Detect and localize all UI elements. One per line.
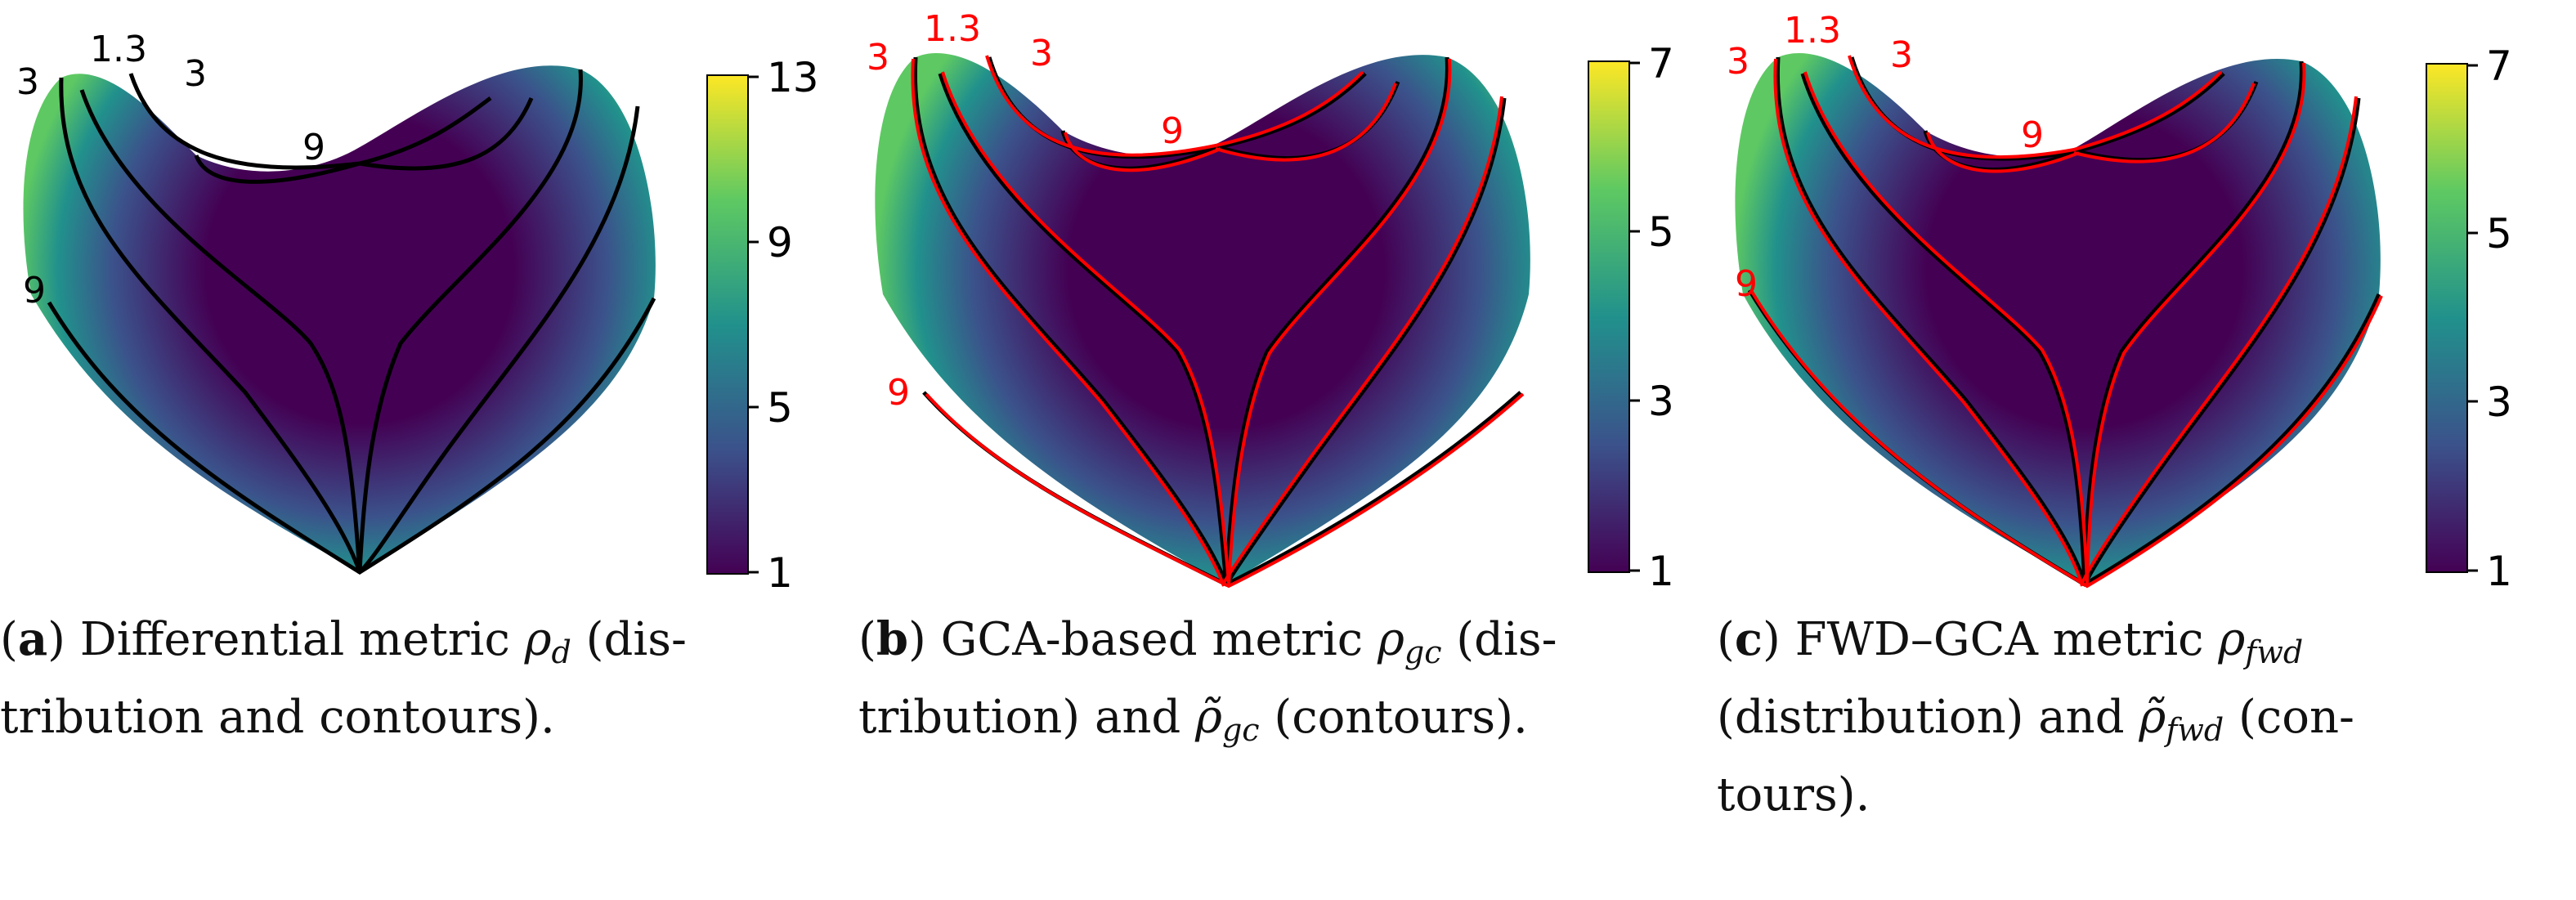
colorbar-tick: 7 — [1648, 40, 1674, 87]
caption-line: (distribution) and ρ̃fwd (con- — [1717, 685, 2559, 763]
colorbar-tick: 5 — [767, 384, 793, 432]
heatmap-plot-c: 3 1.3 3 9 9 1 3 5 7 — [1727, 10, 2512, 595]
colorbar-tick: 7 — [2486, 43, 2512, 90]
caption-text: (contours). — [1259, 691, 1528, 744]
caption-text: (distribution) and — [1717, 691, 2139, 744]
panel-letter: a — [17, 612, 48, 666]
panel-letter: b — [876, 612, 909, 666]
symbol: ρ — [1377, 613, 1404, 666]
caption-text: tribution) and — [858, 691, 1196, 744]
colorbar-tick: 5 — [2486, 210, 2512, 257]
figure-panel-b: 3 1.3 3 9 9 1 3 5 7 (b) GCA-based metric… — [858, 0, 1717, 900]
colorbar-b: 1 3 5 7 — [1588, 40, 1674, 595]
colorbar-c: 1 3 5 7 — [2426, 43, 2512, 595]
caption-line: tours). — [1717, 768, 1870, 822]
contour-label: 1.3 — [90, 29, 147, 70]
symbol: ρ̃ — [1195, 691, 1222, 744]
colorbar-tick: 5 — [1648, 208, 1674, 256]
contour-lines-a — [47, 69, 656, 575]
heatmap-plot-b: 3 1.3 3 9 9 1 3 5 7 — [867, 8, 1674, 595]
subscript: gc — [1404, 634, 1442, 670]
caption-line: (b) GCA-based metric ρgc (dis- — [858, 612, 1557, 670]
contour-lines-c-overlay — [1750, 55, 2383, 589]
colorbar-tick: 1 — [1648, 548, 1674, 595]
caption-c: (c) FWD–GCA metric ρfwd (distribution) a… — [1717, 607, 2559, 828]
caption-text: ) FWD–GCA metric — [1762, 613, 2219, 666]
caption-text: ) GCA-based metric — [908, 613, 1378, 666]
contour-label: 1.3 — [1784, 10, 1841, 51]
contour-label: 9 — [2021, 114, 2044, 156]
contour-label: 3 — [1727, 41, 1749, 83]
caption-text: (dis- — [571, 613, 687, 666]
contour-label: 3 — [867, 37, 889, 78]
figure-panel-a: 3 1.3 3 9 9 1 5 9 13 (a) Differential me… — [0, 0, 858, 900]
colorbar-tick: 13 — [767, 54, 819, 101]
caption-line: (a) Differential metric ρd (dis- — [0, 612, 687, 670]
colorbar-tick: 3 — [1648, 378, 1674, 425]
colorbar-tick: 9 — [767, 219, 793, 266]
caption-line: (c) FWD–GCA metric ρfwd — [1717, 612, 2304, 670]
contour-label: 9 — [302, 127, 325, 168]
colorbar-tick: 1 — [767, 549, 793, 597]
caption-a: (a) Differential metric ρd (dis- tributi… — [0, 607, 842, 750]
colorbar-tick: 3 — [2486, 378, 2512, 426]
contour-label: 3 — [16, 61, 39, 103]
contour-label: 1.3 — [924, 8, 981, 50]
contour-label: 9 — [23, 270, 46, 311]
figure-panel-c: 3 1.3 3 9 9 1 3 5 7 (c) FWD–GCA metric ρ… — [1717, 0, 2575, 900]
subscript: fwd — [2245, 634, 2304, 670]
subscript: gc — [1221, 712, 1260, 748]
caption-line: tribution and contours). — [0, 691, 555, 744]
subscript: fwd — [2166, 712, 2224, 748]
panel-letter: c — [1734, 612, 1763, 666]
contour-label: 9 — [1161, 110, 1184, 152]
symbol: ρ — [2218, 613, 2246, 666]
contour-label: 9 — [1735, 263, 1758, 305]
subscript: d — [551, 634, 571, 670]
caption-text: (dis- — [1441, 613, 1557, 666]
caption-text: (con- — [2224, 691, 2354, 744]
contour-label: 3 — [1030, 33, 1053, 74]
symbol: ρ — [524, 613, 552, 666]
symbol: ρ̃ — [2139, 691, 2166, 744]
caption-b: (b) GCA-based metric ρgc (dis- tribution… — [858, 607, 1700, 763]
contour-label: 3 — [1890, 34, 1913, 76]
caption-text: ) Differential metric — [47, 613, 525, 666]
contour-label: 3 — [184, 53, 207, 95]
contour-lines-b-overlay — [911, 55, 1525, 589]
caption-line: tribution) and ρ̃gc (contours). — [858, 685, 1700, 763]
colorbar-tick: 1 — [2486, 548, 2512, 595]
colorbar-a: 1 5 9 13 — [706, 54, 819, 597]
contour-label: 9 — [887, 372, 910, 414]
heatmap-plot-a: 3 1.3 3 9 9 1 5 9 13 — [16, 29, 819, 597]
